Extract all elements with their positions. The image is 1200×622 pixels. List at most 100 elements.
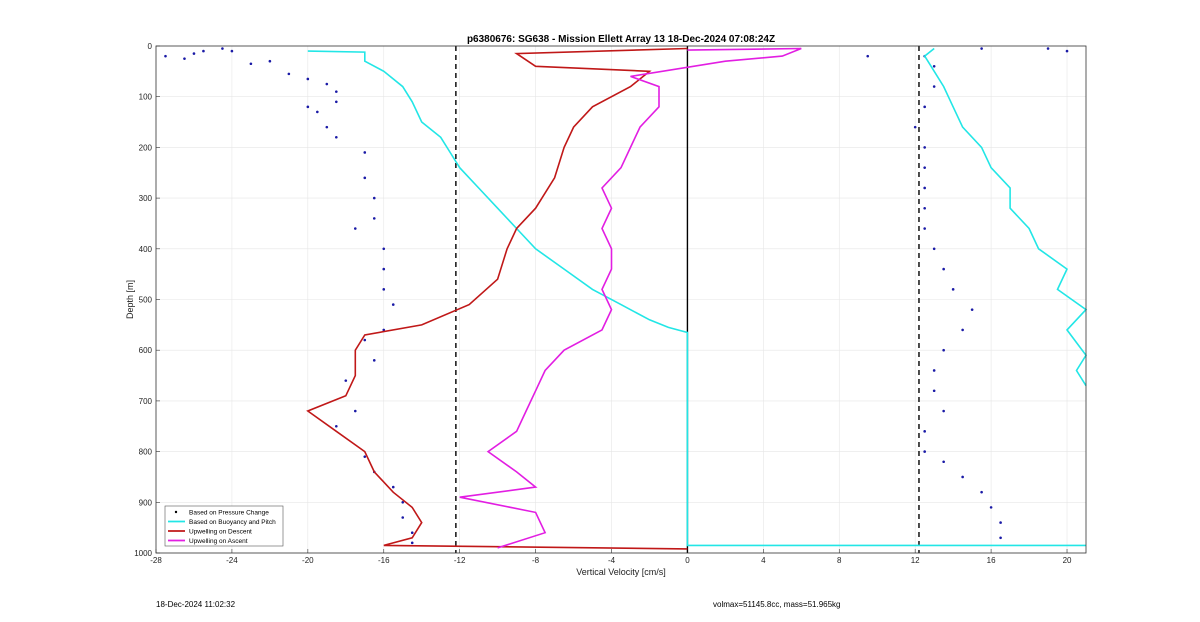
x-tick-label: -16 [378, 556, 390, 565]
pressure-change-point [353, 409, 357, 413]
pressure-change-point [401, 516, 405, 519]
y-tick-label: 900 [139, 498, 153, 507]
x-tick-label: -20 [302, 556, 314, 565]
buoyancy-pitch-ascent-line [923, 47, 1088, 387]
footer-stats: volmax=51145.8cc, mass=51.965kg [713, 600, 841, 609]
x-tick-label: 12 [911, 556, 920, 565]
pressure-change-point [932, 64, 936, 68]
pressure-change-point [942, 460, 945, 464]
pressure-change-point [316, 110, 319, 114]
pressure-change-point [372, 359, 376, 362]
pressure-change-point [183, 57, 186, 60]
pressure-change-point [866, 54, 870, 58]
plot-frame [155, 45, 1087, 554]
pressure-change-point [325, 82, 329, 86]
pressure-change-point [391, 485, 395, 489]
x-tick-label: 4 [761, 556, 766, 565]
pressure-change-point [391, 303, 395, 306]
pressure-change-point [335, 135, 338, 139]
pressure-change-point [306, 105, 310, 109]
x-tick-label: -28 [150, 556, 162, 565]
pressure-change-point [230, 49, 234, 53]
pressure-change-point [164, 54, 167, 58]
x-tick-label: 16 [987, 556, 996, 565]
pressure-change-point [335, 100, 338, 104]
pressure-change-point [942, 409, 945, 413]
x-tick-label: -8 [532, 556, 540, 565]
legend-box [164, 505, 284, 547]
pressure-change-point [923, 146, 926, 149]
footer-timestamp: 18-Dec-2024 11:02:32 [156, 600, 236, 609]
legend: Based on Pressure Change Based on Buoyanc… [164, 505, 284, 547]
pressure-change-point [325, 125, 329, 129]
pressure-change-point [932, 389, 936, 393]
pressure-change-point [372, 196, 376, 200]
legend-label: Upwelling on Ascent [189, 538, 248, 545]
legend-label: Based on Pressure Change [189, 509, 269, 516]
legend-label: Based on Buoyancy and Pitch [189, 519, 276, 526]
pressure-change-point [382, 247, 386, 251]
pressure-change-point [192, 52, 196, 55]
x-tick-label: -12 [454, 556, 466, 565]
pressure-change-point [999, 536, 1002, 540]
pressure-change-point [353, 227, 357, 230]
pressure-change-point [923, 430, 926, 433]
axis-ticks: -28 -24 -20 -16 -12 -8 -4 0 4 8 12 16 20010020030040… [134, 42, 1072, 565]
pressure-change-point [363, 151, 367, 154]
pressure-change-point [1046, 47, 1050, 50]
x-tick-label: -24 [226, 556, 238, 565]
pressure-change-point [999, 521, 1002, 524]
pressure-change-point [932, 247, 936, 251]
y-tick-label: 800 [139, 448, 153, 457]
plot-area [164, 47, 1088, 550]
pressure-change-point [382, 267, 386, 271]
x-axis-label: Vertical Velocity [cm/s] [576, 567, 666, 577]
pressure-change-point [363, 176, 367, 180]
pressure-change-point [923, 186, 926, 190]
pressure-change-point [410, 531, 414, 535]
pressure-change-point [923, 105, 926, 109]
y-tick-label: 0 [148, 42, 153, 51]
pressure-change-point [410, 541, 414, 545]
pressure-change-point [401, 501, 405, 504]
grid [155, 45, 1086, 554]
pressure-change-point [961, 328, 964, 332]
pressure-change-point [344, 379, 348, 382]
pressure-change-point [970, 308, 974, 311]
pressure-change-point [306, 77, 310, 81]
pressure-change-point [268, 59, 272, 63]
y-tick-label: 500 [139, 296, 153, 305]
upwelling-descent-line [306, 47, 688, 550]
y-tick-label: 600 [139, 346, 153, 355]
x-tick-label: -4 [608, 556, 616, 565]
pressure-change-point [942, 267, 945, 271]
chart-title: p6380676: SG638 - Mission Ellett Array 1… [467, 34, 775, 45]
pressure-change-point [923, 450, 926, 453]
pressure-change-point [335, 90, 338, 93]
pressure-change-point [989, 506, 993, 509]
pressure-change-point [249, 62, 253, 66]
pressure-change-point [980, 47, 983, 50]
pressure-change-point [382, 288, 386, 291]
y-axis-label: Depth [m] [125, 280, 135, 319]
x-tick-label: 8 [837, 556, 842, 565]
pressure-change-point [913, 125, 917, 129]
x-tick-label: 0 [685, 556, 690, 565]
pressure-change-point [335, 424, 338, 428]
pressure-change-point [932, 85, 936, 88]
pressure-change-point [382, 328, 386, 332]
pressure-change-point [363, 455, 367, 458]
pressure-change-point [923, 227, 926, 230]
x-tick-label: 20 [1063, 556, 1072, 565]
y-tick-label: 700 [139, 397, 153, 406]
legend-swatch [174, 510, 178, 514]
pressure-change-point [942, 348, 945, 352]
y-tick-label: 200 [139, 143, 153, 152]
pressure-change-point [1065, 49, 1069, 53]
pressure-change-point [961, 475, 964, 479]
buoyancy-pitch-descent-line [307, 50, 1086, 547]
y-tick-label: 400 [139, 245, 153, 254]
pressure-change-point [951, 288, 955, 291]
pressure-change-point [221, 47, 224, 50]
